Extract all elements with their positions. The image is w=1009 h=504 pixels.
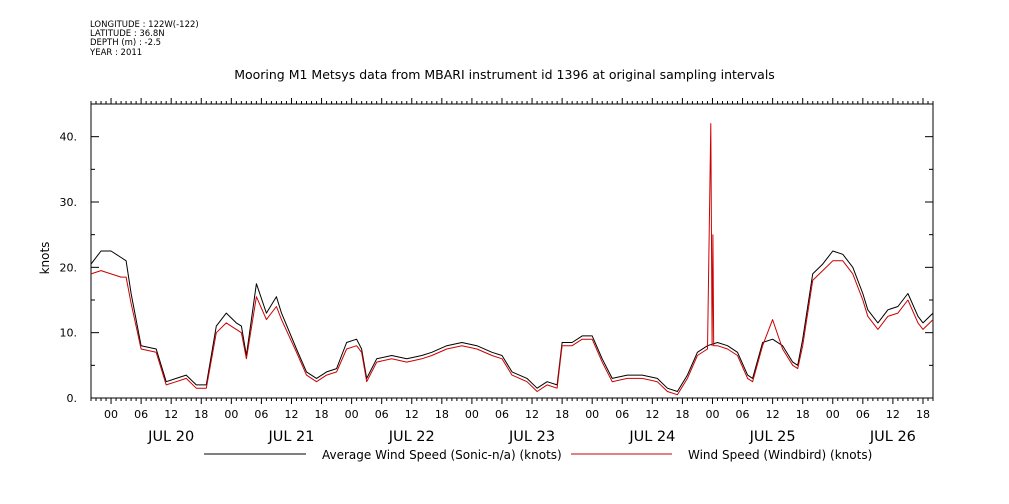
x-tick-label: 06 bbox=[375, 408, 389, 421]
location-metadata: LONGITUDE : 122W(-122) LATITUDE : 36.8N … bbox=[90, 20, 199, 58]
legend: Average Wind Speed (Sonic-n/a) (knots) W… bbox=[204, 448, 872, 462]
x-tick-label: 12 bbox=[164, 408, 178, 421]
x-tick-label: 12 bbox=[405, 408, 419, 421]
x-tick-label: 00 bbox=[585, 408, 599, 421]
meta-latitude: LATITUDE : 36.8N bbox=[90, 29, 165, 40]
x-tick-label: 18 bbox=[675, 408, 689, 421]
meta-year: YEAR : 2011 bbox=[90, 47, 143, 58]
x-tick-labels: 00 06 12 18 00 06 12 18 00 06 12 18 00 06 12 18 00 06 12 18… bbox=[104, 408, 930, 421]
y-tick-label: 40. bbox=[60, 131, 78, 144]
x-tick-label: 12 bbox=[525, 408, 539, 421]
y-tick-label: 0. bbox=[67, 392, 78, 405]
x-tick-label: 06 bbox=[615, 408, 629, 421]
plot-frame bbox=[90, 103, 934, 399]
day-label: JUL 20 bbox=[147, 429, 194, 445]
x-tick-label: 12 bbox=[645, 408, 659, 421]
x-tick-label: 12 bbox=[766, 408, 780, 421]
legend-label-windbird: Wind Speed (Windbird) (knots) bbox=[688, 448, 872, 462]
day-labels: JUL 20 JUL 21 JUL 22 JUL 23 JUL 24 JUL 25 JUL … bbox=[147, 429, 916, 445]
x-tick-label: 00 bbox=[705, 408, 719, 421]
meta-longitude: LONGITUDE : 122W(-122) bbox=[90, 20, 199, 30]
y-tick-label: 10. bbox=[60, 327, 78, 340]
series-line-1 bbox=[90, 123, 934, 396]
x-tick-label: 06 bbox=[856, 408, 870, 421]
day-label: JUL 25 bbox=[749, 429, 796, 445]
y-tick-label: 30. bbox=[60, 196, 78, 209]
x-tick-label: 06 bbox=[495, 408, 509, 421]
series-layer bbox=[90, 123, 934, 396]
x-tick-label: 00 bbox=[465, 408, 479, 421]
y-axis-title: knots bbox=[38, 242, 52, 275]
x-tick-label: 18 bbox=[435, 408, 449, 421]
x-tick-label: 06 bbox=[736, 408, 750, 421]
x-tick-label: 00 bbox=[224, 408, 238, 421]
x-tick-label: 00 bbox=[345, 408, 359, 421]
y-tick-label: 20. bbox=[60, 261, 78, 274]
legend-label-sonic: Average Wind Speed (Sonic-n/a) (knots) bbox=[322, 448, 562, 462]
series-line-0 bbox=[90, 250, 934, 392]
day-label: JUL 21 bbox=[267, 429, 314, 445]
day-label: JUL 23 bbox=[508, 429, 555, 445]
x-tick-label: 06 bbox=[254, 408, 268, 421]
x-tick-label: 12 bbox=[886, 408, 900, 421]
x-tick-label: 18 bbox=[555, 408, 569, 421]
x-tick-label: 18 bbox=[796, 408, 810, 421]
x-tick-label: 06 bbox=[134, 408, 148, 421]
meta-depth: DEPTH (m) : -2.5 bbox=[90, 38, 162, 49]
day-label: JUL 26 bbox=[869, 429, 916, 445]
day-label: JUL 24 bbox=[628, 429, 675, 445]
chart-title: Mooring M1 Metsys data from MBARI instru… bbox=[234, 67, 775, 82]
x-tick-label: 18 bbox=[315, 408, 329, 421]
y-tick-labels: 0. 10. 20. 30. 40. bbox=[60, 131, 78, 405]
x-tick-label: 00 bbox=[104, 408, 118, 421]
x-tick-label: 18 bbox=[194, 408, 208, 421]
x-tick-label: 12 bbox=[284, 408, 298, 421]
x-tick-label: 00 bbox=[826, 408, 840, 421]
x-tick-label: 18 bbox=[916, 408, 930, 421]
axis-ticks bbox=[90, 98, 934, 404]
day-label: JUL 22 bbox=[388, 429, 435, 445]
